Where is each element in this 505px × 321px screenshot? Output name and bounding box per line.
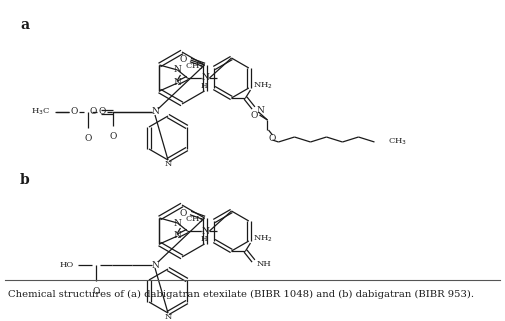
- Text: O: O: [89, 108, 97, 117]
- Text: O: O: [179, 56, 186, 65]
- Text: O: O: [70, 108, 78, 117]
- Text: N: N: [164, 313, 172, 321]
- Text: N: N: [151, 108, 159, 117]
- Text: a: a: [20, 18, 29, 32]
- Text: N: N: [174, 65, 181, 74]
- Text: O: O: [250, 111, 258, 120]
- Text: CH$_3$: CH$_3$: [388, 137, 408, 147]
- Text: O: O: [269, 134, 276, 143]
- Text: N: N: [151, 261, 159, 270]
- Text: H: H: [200, 235, 207, 243]
- Text: O: O: [84, 134, 92, 143]
- Text: Chemical structures of (a) dabigatran etexilate (BIBR 1048) and (b) dabigatran (: Chemical structures of (a) dabigatran et…: [8, 290, 474, 299]
- Text: NH: NH: [257, 260, 271, 268]
- Text: O: O: [109, 132, 117, 141]
- Text: CH$_3$: CH$_3$: [185, 215, 205, 225]
- Text: N: N: [164, 160, 172, 168]
- Text: N: N: [174, 79, 181, 88]
- Text: N: N: [201, 74, 210, 82]
- Text: N: N: [174, 231, 181, 240]
- Text: N: N: [201, 227, 210, 236]
- Text: b: b: [20, 173, 30, 187]
- Text: O: O: [98, 108, 106, 117]
- Text: O: O: [92, 287, 99, 296]
- Text: N: N: [174, 219, 181, 228]
- Text: CH$_3$: CH$_3$: [185, 62, 205, 72]
- Text: NH$_2$: NH$_2$: [254, 81, 273, 91]
- Text: H$_3$C: H$_3$C: [31, 107, 50, 117]
- Text: O: O: [179, 209, 186, 218]
- Text: NH$_2$: NH$_2$: [254, 234, 273, 244]
- Text: HO: HO: [60, 261, 74, 269]
- Text: N: N: [257, 107, 264, 116]
- Text: H: H: [200, 82, 207, 90]
